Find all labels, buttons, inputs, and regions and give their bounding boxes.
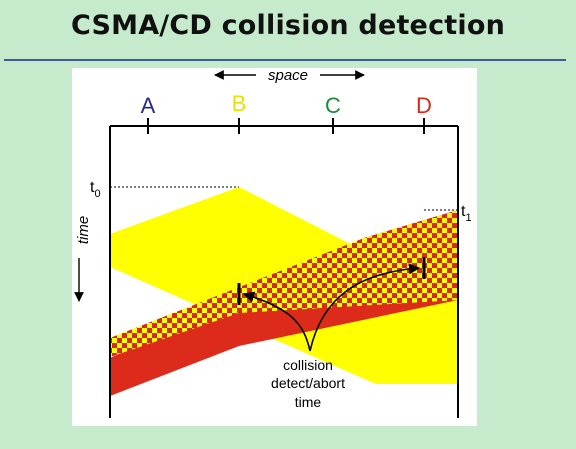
collision-region-right <box>364 210 458 286</box>
time-label: time <box>75 216 92 244</box>
csma-cd-diagram: A B C D space time t0 t1 collision detec… <box>74 68 472 418</box>
diagram-panel: A B C D space time t0 t1 collision detec… <box>72 68 477 426</box>
station-label-c: C <box>325 93 341 118</box>
slide-title: CSMA/CD collision detection <box>70 10 506 41</box>
title-divider <box>4 59 566 61</box>
annotation-arrow-right <box>309 263 421 352</box>
collision-region-left <box>110 238 458 357</box>
station-label-b: B <box>232 91 247 116</box>
t1-label: t1 <box>461 203 472 224</box>
station-label-d: D <box>416 93 432 118</box>
space-label: space <box>268 68 308 84</box>
station-label-a: A <box>141 93 156 118</box>
annotation-line-1: collision <box>283 357 333 373</box>
annotation-line-3: time <box>295 394 322 410</box>
t0-label: t0 <box>90 179 101 200</box>
annotation-arrow-left <box>242 291 311 352</box>
annotation-line-2: detect/abort <box>271 375 345 391</box>
